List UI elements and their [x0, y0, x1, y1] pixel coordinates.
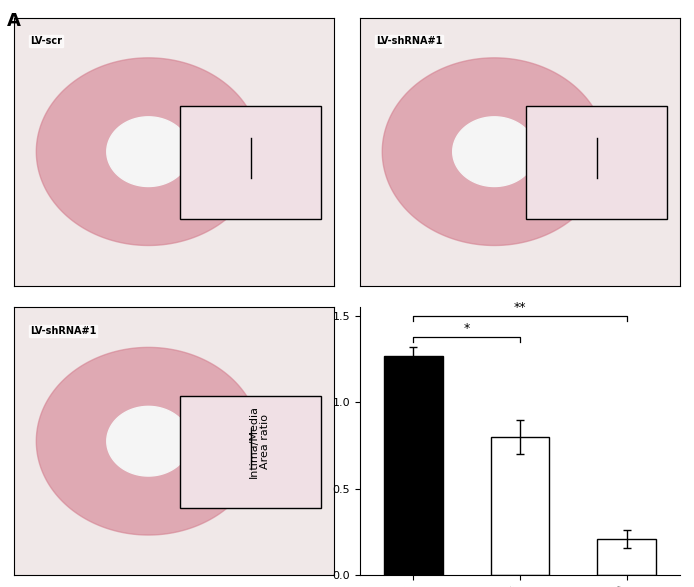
Polygon shape [452, 117, 536, 187]
FancyBboxPatch shape [180, 106, 321, 219]
Text: A: A [7, 12, 21, 30]
Polygon shape [107, 406, 190, 476]
Bar [491, 437, 550, 575]
Text: LV-shRNA#1: LV-shRNA#1 [376, 36, 442, 46]
Text: **: ** [514, 301, 526, 314]
Text: *: * [464, 322, 470, 335]
Y-axis label: Intima/Media
Area ratio: Intima/Media Area ratio [248, 404, 270, 478]
FancyBboxPatch shape [526, 106, 668, 219]
Bar [384, 356, 443, 575]
Text: LV-scr: LV-scr [30, 36, 62, 46]
FancyBboxPatch shape [180, 396, 321, 508]
Polygon shape [382, 58, 607, 245]
Bar [598, 539, 656, 575]
Text: LV-shRNA#1: LV-shRNA#1 [30, 326, 96, 336]
Polygon shape [107, 117, 190, 187]
Polygon shape [36, 348, 260, 535]
Polygon shape [36, 58, 260, 245]
